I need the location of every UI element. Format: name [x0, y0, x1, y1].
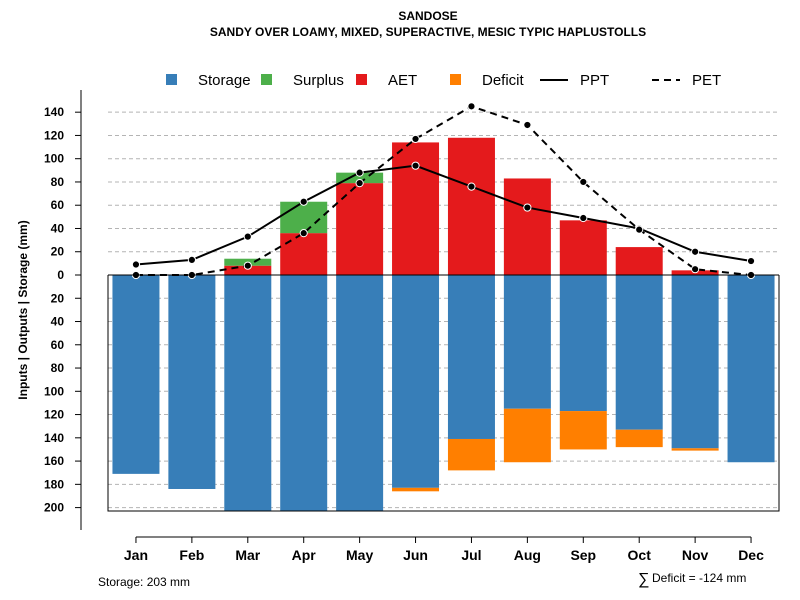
x-tick-label: Oct [628, 547, 652, 563]
y-tick-label: 60 [51, 198, 65, 212]
ppt-point [523, 203, 532, 212]
deficit-bar [392, 487, 440, 492]
legend-label: AET [388, 72, 417, 89]
storage-bar [392, 275, 440, 488]
series-lines [131, 102, 756, 280]
y-tick-label: 160 [44, 454, 64, 468]
storage-bar [168, 275, 216, 489]
y-tick-label: 40 [51, 221, 65, 235]
sum-symbol: ∑ [638, 571, 649, 588]
chart-subtitle: SANDY OVER LOAMY, MIXED, SUPERACTIVE, ME… [210, 25, 646, 39]
y-tick-label: 20 [51, 245, 65, 259]
storage-bar [447, 275, 495, 439]
deficit-footnote: Deficit = -124 mm [652, 571, 746, 585]
ppt-point [579, 213, 588, 223]
aet-bar [280, 233, 328, 275]
storage-bar [280, 275, 328, 512]
storage-bar [615, 275, 663, 430]
ppt-point [243, 232, 252, 241]
y-tick-label: 80 [51, 175, 65, 189]
surplus-bar [336, 172, 384, 184]
storage-bar [336, 275, 384, 512]
aet-bar [224, 265, 272, 275]
storage-footnote: Storage: 203 mm [98, 575, 190, 589]
ppt-point [131, 260, 141, 269]
y-tick-label: 120 [44, 408, 64, 422]
bars [112, 137, 775, 512]
pet-point [691, 265, 700, 274]
x-tick-label: Sep [570, 547, 596, 563]
aet-bar [615, 247, 663, 275]
y-tick-label: 20 [51, 291, 65, 305]
deficit-bar [671, 448, 719, 451]
pet-point [635, 225, 644, 234]
y-tick-label: 60 [51, 338, 65, 352]
y-tick-label: 140 [44, 431, 64, 445]
y-tick-label: 80 [51, 361, 65, 375]
x-tick-label: Aug [514, 547, 541, 563]
legend-swatch [166, 74, 177, 85]
y-tick-label: 200 [44, 501, 64, 515]
ppt-point [299, 197, 308, 206]
y-tick-label: 120 [44, 128, 64, 142]
y-tick-label: 0 [57, 268, 64, 282]
pet-point [299, 229, 308, 238]
y-axis-label: Inputs | Outputs | Storage (mm) [16, 220, 30, 399]
legend-swatch [261, 74, 272, 85]
chart-title: SANDOSE [398, 9, 457, 23]
x-tick-label: Jun [403, 547, 428, 563]
x-tick-label: Jan [124, 547, 148, 563]
storage-bar [112, 275, 160, 474]
y-tick-label: 100 [44, 152, 64, 166]
ppt-point [411, 161, 420, 170]
ppt-point [746, 256, 756, 266]
pet-point [411, 134, 420, 144]
ppt-point [467, 182, 476, 191]
axes: 1401201008060402002040608010012014016018… [44, 90, 780, 563]
legend-label: PPT [580, 72, 609, 89]
pet-point [355, 179, 364, 188]
aet-bar [447, 137, 495, 275]
pet-point [579, 177, 588, 187]
y-tick-label: 140 [44, 105, 64, 119]
x-tick-label: Dec [738, 547, 764, 563]
storage-bar [559, 275, 607, 412]
aet-bar [503, 178, 551, 275]
legend-label: PET [692, 72, 721, 89]
x-tick-label: Mar [235, 547, 260, 563]
x-tick-label: Jul [461, 547, 481, 563]
x-tick-label: Nov [682, 547, 709, 563]
plot-frame [107, 275, 780, 512]
storage-bar [224, 275, 272, 512]
storage-bar [503, 275, 551, 409]
legend-swatch [356, 74, 367, 85]
pet-point [243, 261, 252, 270]
y-tick-label: 180 [44, 477, 64, 491]
chart-legend: Storage Surplus AET Deficit PPT PET [166, 72, 721, 89]
storage-bar [671, 275, 719, 449]
ppt-line [135, 164, 752, 266]
ppt-point [187, 255, 196, 264]
x-tick-label: Feb [179, 547, 204, 563]
legend-swatch [450, 74, 461, 85]
surplus-bar [280, 201, 328, 234]
deficit-bar [615, 429, 663, 448]
legend-label: Deficit [482, 72, 525, 89]
x-tick-label: May [346, 547, 373, 563]
pet-point [467, 102, 476, 111]
deficit-bar [503, 408, 551, 463]
ppt-point [355, 168, 364, 177]
pet-point [523, 120, 532, 130]
x-tick-label: Apr [292, 547, 317, 563]
deficit-bar [447, 438, 495, 471]
aet-bar [559, 220, 607, 275]
deficit-bar [559, 411, 607, 450]
legend-label: Surplus [293, 72, 344, 89]
y-tick-label: 40 [51, 315, 65, 329]
y-tick-label: 100 [44, 384, 64, 398]
storage-bar [727, 275, 775, 463]
ppt-point [691, 247, 700, 256]
legend-label: Storage [198, 72, 251, 89]
